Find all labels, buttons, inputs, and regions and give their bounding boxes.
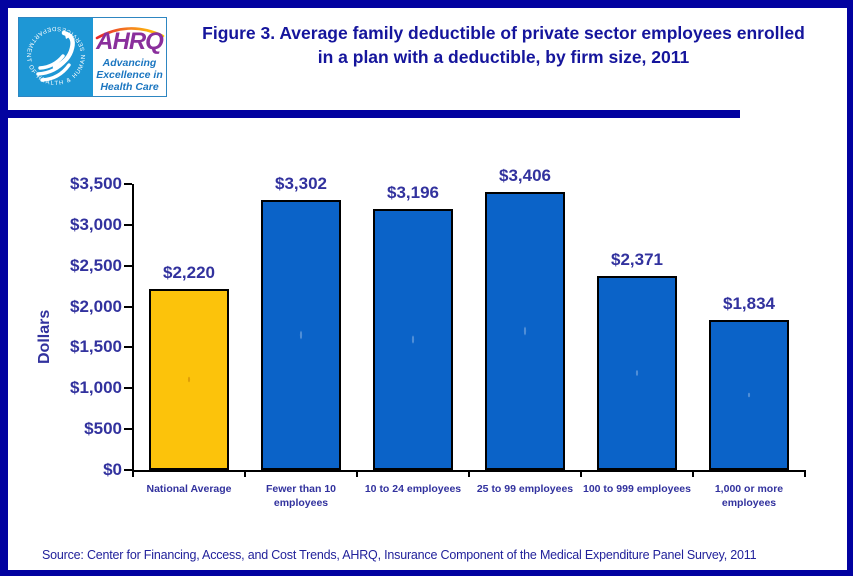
- bar-value-label: $3,302: [275, 174, 327, 193]
- bar: [485, 192, 565, 470]
- x-tick: [692, 470, 694, 477]
- y-tick-label: $2,000: [70, 296, 122, 316]
- ahrq-wordmark: AHRQ: [96, 28, 164, 55]
- header-divider: [8, 110, 740, 118]
- y-tick-label: $2,500: [70, 255, 122, 275]
- bar-value-label: $1,834: [723, 294, 775, 313]
- y-tick-label: $1,500: [70, 337, 122, 357]
- y-tick-label: $3,500: [70, 174, 122, 193]
- bar-value-label: $3,406: [499, 166, 551, 185]
- y-tick: [124, 183, 132, 185]
- source-note: Source: Center for Financing, Access, an…: [42, 548, 757, 562]
- bar-chart: Dollars $0 $500 $1,000 $1,500 $2,000 $2,500 $3…: [8, 118, 847, 540]
- y-tick: [124, 264, 132, 267]
- y-tick-label: $1,000: [70, 378, 122, 398]
- bar: [149, 289, 229, 470]
- category-label: National Average: [146, 483, 232, 495]
- bar: [261, 200, 341, 470]
- bar: [373, 209, 453, 470]
- y-tick: [124, 469, 132, 471]
- hhs-seal-icon: DEPARTMENT OF HEALTH & HUMAN SERVICES · …: [19, 18, 93, 96]
- x-tick: [468, 470, 470, 477]
- x-tick: [356, 470, 358, 477]
- y-tick: [124, 223, 132, 226]
- y-tick: [124, 305, 132, 308]
- y-tick: [124, 428, 132, 431]
- bar-value-label: $2,220: [163, 263, 215, 282]
- y-tick-label: $500: [84, 419, 122, 439]
- y-tick: [124, 387, 132, 390]
- bar: [597, 276, 677, 470]
- y-axis: [132, 184, 134, 472]
- category-label: 25 to 99 employees: [476, 483, 574, 495]
- bar-value-label: $2,371: [611, 250, 663, 269]
- rainbow-arc-icon: [95, 27, 165, 40]
- figure-frame: DEPARTMENT OF HEALTH & HUMAN SERVICES · …: [8, 8, 847, 570]
- y-tick: [124, 346, 132, 349]
- bar-value-label: $3,196: [387, 183, 439, 202]
- x-tick: [132, 470, 134, 477]
- x-tick: [580, 470, 582, 477]
- category-label: 100 to 999 employees: [583, 483, 691, 495]
- figure-title: Figure 3. Average family deductible of p…: [202, 23, 805, 67]
- x-tick: [804, 470, 806, 477]
- category-label: Fewer than 10 employees: [265, 483, 337, 509]
- category-label: 10 to 24 employees: [364, 483, 462, 495]
- ahrq-tagline: Advancing Excellence in Health Care: [96, 57, 163, 93]
- bar: [709, 320, 789, 470]
- ahrq-logo: AHRQ Advancing Excellence in Health Care: [93, 18, 166, 96]
- x-tick: [244, 470, 246, 477]
- category-label: 1,000 or more employees: [714, 483, 784, 509]
- hhs-ahrq-logo: DEPARTMENT OF HEALTH & HUMAN SERVICES · …: [18, 17, 167, 97]
- y-tick-label: $3,000: [70, 214, 122, 234]
- figure-header: DEPARTMENT OF HEALTH & HUMAN SERVICES · …: [8, 8, 847, 110]
- y-tick-label: $0: [103, 460, 122, 479]
